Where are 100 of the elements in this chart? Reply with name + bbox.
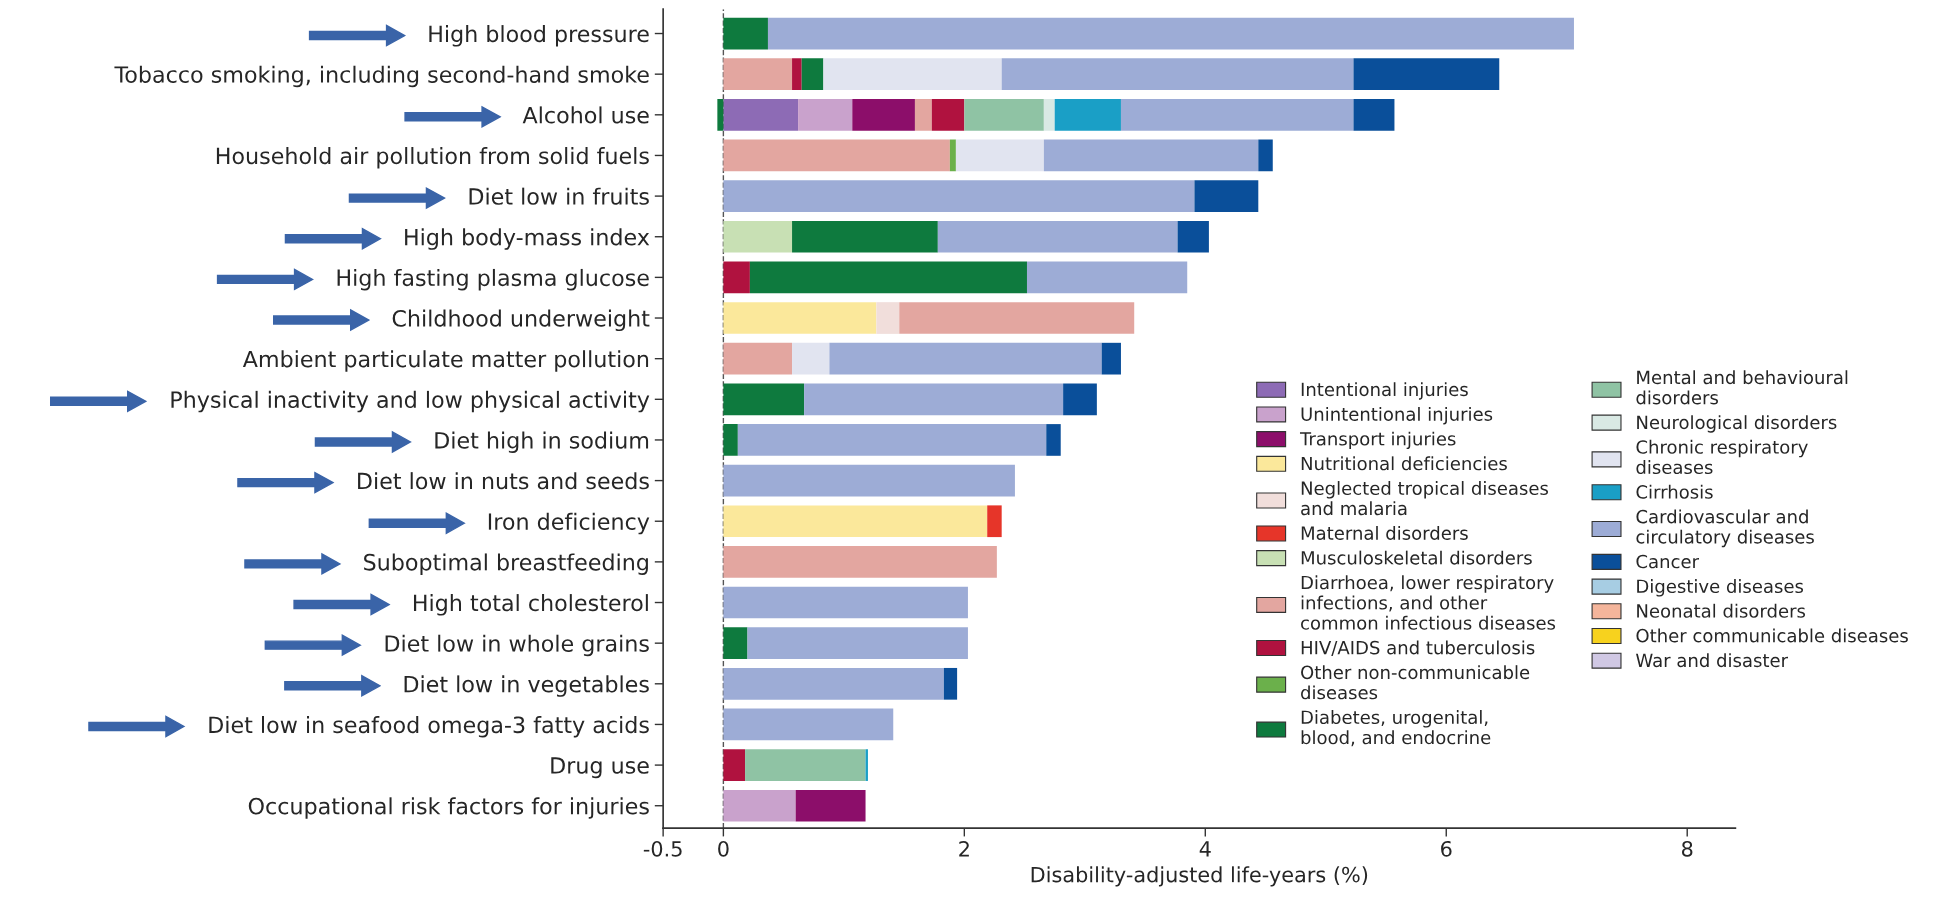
x-tick-label: 6: [1441, 840, 1452, 857]
y-tick-label: High total cholesterol: [414, 594, 648, 616]
bar: [723, 424, 738, 456]
bar: [723, 180, 1195, 212]
bar: [723, 17, 768, 50]
y-tick-label: Occupational risk factors for injuries: [248, 797, 649, 819]
legend-label: Intentional injuries: [1301, 382, 1468, 400]
legend-label: Other non-communicable diseases: [1301, 665, 1530, 700]
bar: [723, 464, 1015, 497]
y-tick-label: Diet low in whole grains: [385, 634, 649, 657]
x-tick-label: 0: [718, 840, 729, 857]
bar: [723, 302, 877, 334]
y-tick-label: Physical inactivity and low physical activity: [171, 390, 650, 413]
legend-label: Cardiovascular and circulatory diseases: [1636, 509, 1814, 548]
bar: [749, 261, 1027, 294]
bar: [723, 261, 750, 294]
legend-label: Neglected tropical diseases and malaria: [1301, 481, 1549, 516]
legend-label: Neurological disorders: [1637, 415, 1837, 433]
y-tick-label: Diet low in seafood omega-3 fatty acids: [209, 716, 649, 738]
legend-label: Diabetes, urogenital, blood, and endocrine: [1301, 710, 1491, 747]
bar: [723, 139, 950, 172]
legend-label: War and disaster: [1636, 653, 1789, 668]
bar: [1353, 98, 1395, 131]
bar: [717, 98, 724, 131]
legend-label: Maternal disorders: [1301, 525, 1468, 540]
legend-label: Neonatal disorders: [1637, 603, 1806, 618]
y-tick-label: Diet low in fruits: [469, 187, 649, 205]
y-tick-label: Iron deficiency: [488, 512, 650, 535]
legend-label: Diarrhoea, lower respiratory infections, and other common infectious diseases: [1301, 575, 1556, 630]
bar: [1353, 58, 1500, 91]
bar: [1054, 98, 1121, 131]
bar: [792, 220, 938, 253]
bar: [723, 58, 793, 91]
y-tick-label: Alcohol use: [522, 106, 649, 124]
y-tick-label: Suboptimal breastfeeding: [364, 553, 648, 575]
y-tick-label: Household air pollution from solid fuels: [216, 147, 649, 169]
bar: [795, 789, 866, 822]
bar: [723, 505, 988, 538]
bar: [1194, 180, 1259, 212]
bar: [737, 424, 1047, 456]
bar: [723, 749, 746, 781]
bar: [801, 58, 824, 91]
bar: [723, 546, 997, 578]
bar: [723, 586, 968, 619]
bar: [943, 667, 958, 700]
bar: [899, 302, 1135, 334]
bar: [1101, 342, 1121, 375]
legend-label: Cirrhosis: [1636, 484, 1713, 499]
bar: [723, 98, 799, 131]
y-tick-label: Tobacco smoking, including second-hand smoke: [114, 65, 649, 88]
bar: [987, 505, 1002, 538]
legend-label: Chronic respiratory diseases: [1636, 439, 1808, 475]
legend-label: Unintentional injuries: [1301, 406, 1493, 425]
bar: [792, 342, 830, 375]
bar: [949, 139, 956, 172]
y-tick-label: High blood pressure: [429, 25, 649, 47]
bar: [767, 17, 1574, 50]
legend-label: Transport injuries: [1299, 431, 1456, 450]
bar: [1043, 139, 1259, 172]
bar: [723, 342, 793, 375]
bar: [937, 220, 1178, 253]
bar: [723, 383, 805, 416]
x-tick-label: 4: [1199, 841, 1211, 857]
bar: [723, 627, 748, 660]
x-tick-label: 8: [1682, 840, 1693, 857]
bar: [1063, 383, 1097, 416]
bar: [747, 627, 968, 660]
legend-label: Musculoskeletal disorders: [1301, 550, 1532, 565]
bar: [792, 58, 802, 91]
bar: [964, 98, 1044, 131]
bar: [745, 749, 866, 781]
legend-label: Mental and behavioural disorders: [1636, 370, 1848, 405]
bar: [1046, 424, 1061, 456]
bar: [931, 98, 965, 131]
y-tick-label: Childhood underweight: [392, 309, 650, 332]
bar: [1001, 58, 1354, 91]
bar: [1120, 98, 1354, 131]
y-tick-label: Diet low in vegetables: [404, 675, 649, 697]
y-tick-label: High body-mass index: [405, 228, 650, 250]
y-tick-label: Diet low in nuts and seeds: [358, 472, 649, 490]
bar: [829, 342, 1102, 375]
bar: [1177, 220, 1209, 253]
legend-label: Cancer: [1636, 554, 1699, 569]
bar: [1043, 98, 1055, 131]
legend-label: Other communicable diseases: [1636, 628, 1908, 643]
y-tick-label: High fasting plasma glucose: [337, 268, 649, 291]
bar: [1258, 139, 1273, 172]
bar: [723, 667, 944, 700]
x-tick-label: 2: [959, 840, 969, 857]
legend-label: Nutritional deficiencies: [1301, 456, 1507, 471]
bar: [823, 58, 1002, 91]
bar: [723, 789, 796, 822]
legend-label: Digestive diseases: [1637, 579, 1804, 597]
y-tick-label: Diet high in sodium: [435, 431, 649, 454]
x-tick-label: -0.5: [643, 840, 682, 857]
x-axis-title: Disability-adjusted life-years (%): [1031, 866, 1368, 887]
bar: [1026, 261, 1188, 294]
bar: [804, 383, 1064, 416]
bar: [852, 98, 915, 131]
bar: [914, 98, 932, 131]
